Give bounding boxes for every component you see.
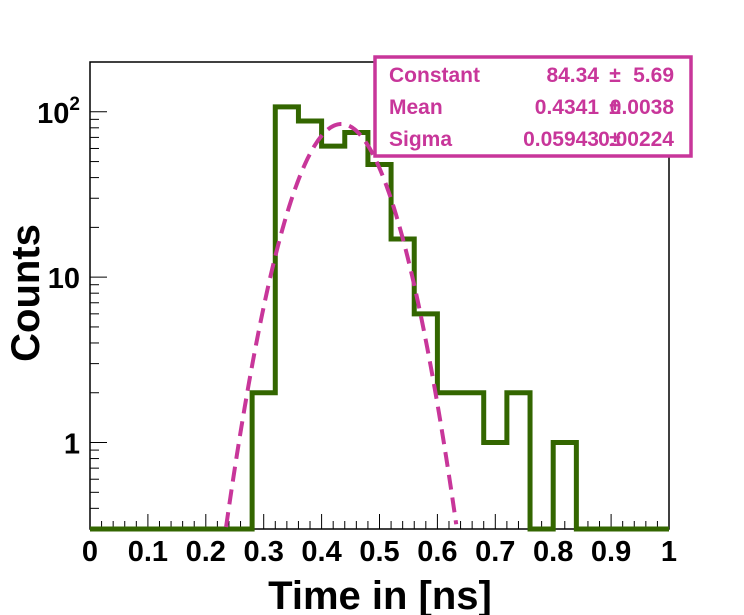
x-tick-label: 1 — [661, 536, 677, 568]
x-tick-label: 0.8 — [533, 536, 573, 568]
stat-plus-minus: ± — [609, 128, 621, 151]
gaussian-fit-curve — [224, 122, 459, 528]
stat-value: 84.34 — [546, 64, 599, 87]
x-axis: 0 0.1 0.2 0.3 0.4 0.5 0.6 0.7 0.8 0.9 1 — [82, 514, 677, 568]
stat-name: Sigma — [389, 128, 452, 151]
stat-value: 0.4341 — [535, 96, 600, 119]
fit-layer — [224, 122, 459, 528]
x-tick-label: 0.4 — [301, 536, 341, 568]
y-tick-label: 10 — [48, 263, 80, 295]
x-tick-label: 0.2 — [186, 536, 226, 568]
x-tick-label: 0.3 — [244, 536, 284, 568]
histogram-layer — [90, 104, 669, 532]
stat-name: Constant — [389, 64, 480, 87]
x-axis-title: Time in [ns] — [268, 574, 492, 615]
stat-error: 5.69 — [633, 64, 674, 87]
stat-error: 0.0038 — [610, 96, 675, 119]
y-tick-label: 102 — [37, 94, 80, 130]
histogram-outline — [90, 104, 669, 532]
stats-box-frame — [373, 55, 693, 158]
x-tick-label: 0.9 — [591, 536, 631, 568]
stat-error: 0.00224 — [598, 128, 674, 151]
y-axis-title: Counts — [4, 224, 48, 362]
x-tick-label: 0.1 — [128, 536, 168, 568]
stat-plus-minus: ± — [609, 64, 621, 87]
x-tick-label: 0 — [82, 536, 98, 568]
stat-value: 0.05943 — [523, 128, 599, 151]
x-tick-label: 0.6 — [417, 536, 457, 568]
y-tick-label: 1 — [64, 429, 80, 461]
fit-stats-box: Constant 84.34 ±5.69 Mean 0.4341 ±0.0038 Sigma… — [373, 55, 693, 158]
x-tick-label: 0.7 — [475, 536, 515, 568]
stat-name: Mean — [389, 96, 443, 119]
stat-plus-minus: ± — [609, 96, 621, 119]
y-axis: 1 10 102 — [37, 61, 107, 530]
x-tick-label: 0.5 — [359, 536, 399, 568]
